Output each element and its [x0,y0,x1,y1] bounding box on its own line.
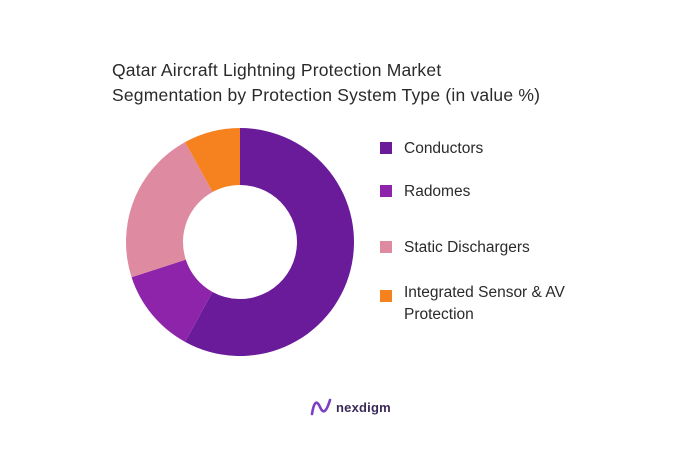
chart-title: Qatar Aircraft Lightning Protection Mark… [112,58,540,108]
legend-label-static-dischargers: Static Dischargers [404,237,530,259]
legend-label-static-dischargers-line-1: Static Dischargers [404,239,530,256]
legend-swatch-radomes [380,185,392,197]
donut-slice-integrated-sensor [185,128,240,193]
legend-label-integrated-sensor: Integrated Sensor & AV Protection [404,282,565,326]
chart-title-line-1: Qatar Aircraft Lightning Protection Mark… [112,60,442,80]
legend-label-radomes-line-1: Radomes [404,183,471,200]
donut-slice-conductors [185,128,354,357]
legend-label-conductors-line-1: Conductors [404,140,484,157]
nexdigm-logo-icon [310,398,332,416]
donut-slice-static-dischargers [126,142,213,278]
legend-swatch-static-dischargers [380,241,392,253]
legend-label-integrated-sensor-line-2: Protection [404,306,474,323]
legend-swatch-integrated-sensor [380,290,392,302]
chart-title-line-2: Segmentation by Protection System Type (… [112,85,541,105]
legend-swatch-conductors [380,142,392,154]
brand-logo: nexdigm [310,396,391,418]
legend-label-radomes: Radomes [404,181,470,203]
legend-label-conductors: Conductors [404,138,483,160]
legend-label-integrated-sensor-line-1: Integrated Sensor & AV [404,284,565,301]
brand-name: nexdigm [336,399,391,415]
donut-slice-radomes [131,259,213,342]
